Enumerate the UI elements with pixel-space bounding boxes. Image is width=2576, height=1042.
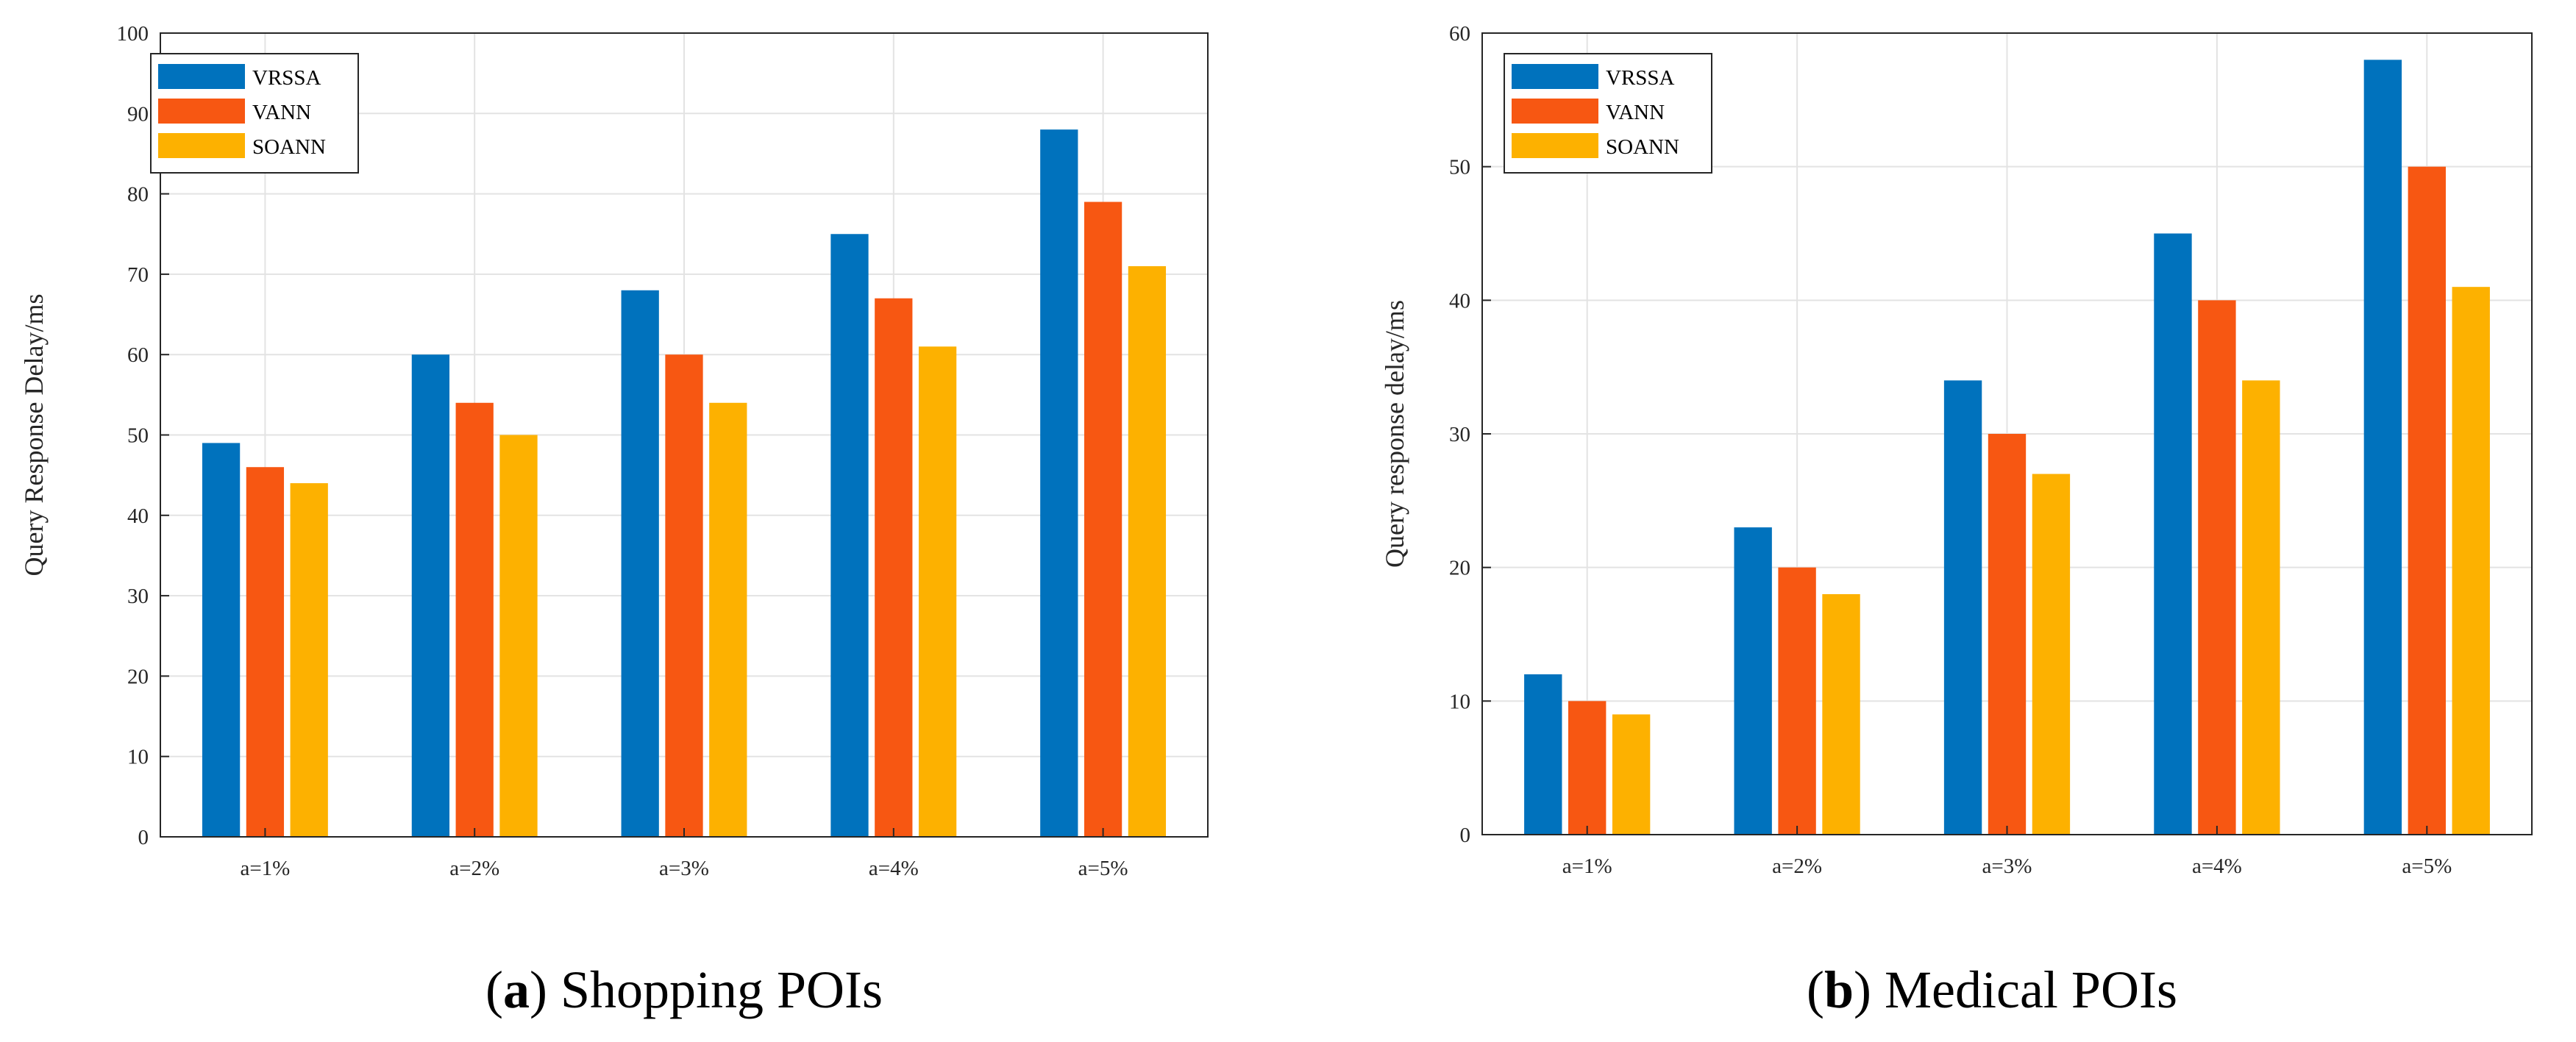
bar-vann-5 — [1084, 201, 1122, 837]
bar-vrssa-2 — [411, 354, 450, 837]
y-tick-label: 40 — [1449, 289, 1470, 313]
y-tick-label: 0 — [138, 826, 149, 849]
y-tick-label: 100 — [117, 22, 149, 46]
bar-soann-5 — [2452, 287, 2490, 835]
bar-vrssa-4 — [2154, 233, 2192, 835]
legend-swatch-soann — [1512, 133, 1598, 158]
legend-label-vrssa: VRSSA — [252, 66, 321, 90]
chart-b-caption-letter: b — [1824, 960, 1854, 1019]
x-tick-label: a=3% — [1982, 854, 2032, 878]
y-tick-label: 10 — [1449, 690, 1470, 713]
chart-b-caption-text: Medical POIs — [1885, 960, 2177, 1019]
bar-vann-4 — [875, 298, 913, 837]
y-tick-label: 20 — [127, 665, 149, 688]
bar-vann-2 — [455, 402, 494, 837]
bar-vrssa-2 — [1734, 527, 1772, 835]
legend-swatch-vann — [158, 99, 245, 124]
bar-soann-5 — [1128, 265, 1167, 838]
bar-soann-1 — [1612, 714, 1651, 835]
chart-b-caption: (b) Medical POIs — [1807, 960, 2177, 1019]
y-tick-label: 40 — [127, 504, 149, 528]
chart-b-y-ticks: 0 10 20 30 40 50 60 — [1449, 22, 1491, 847]
bar-vann-5 — [2408, 166, 2446, 835]
chart-a-caption-text: Shopping POIs — [561, 960, 883, 1019]
legend-swatch-vrssa — [158, 64, 245, 89]
bar-vrssa-5 — [1040, 129, 1078, 837]
y-tick-label: 50 — [1449, 156, 1470, 179]
chart-a-caption-letter: a — [503, 960, 530, 1019]
bar-vrssa-3 — [1943, 380, 1982, 835]
y-tick-label: 80 — [127, 183, 149, 207]
x-tick-label: a=2% — [449, 857, 499, 880]
legend-swatch-soann — [158, 133, 245, 158]
legend-label-vann: VANN — [252, 101, 311, 124]
bar-vann-4 — [2198, 300, 2236, 835]
legend-item-vrssa: VRSSA — [158, 64, 321, 90]
y-tick-label: 70 — [127, 263, 149, 287]
y-tick-label: 60 — [127, 343, 149, 367]
y-tick-label: 0 — [1460, 824, 1471, 847]
chart-medical-pois: 0 10 20 30 40 50 60 a=1% a=2% a=3% a=4% a=5% Query… — [1380, 22, 2533, 1019]
y-tick-label: 10 — [127, 746, 149, 769]
bar-soann-4 — [2242, 380, 2280, 835]
chart-a-x-ticks: a=1% a=2% a=3% a=4% a=5% — [240, 828, 1128, 880]
chart-a-y-ticks: 0 10 20 30 40 50 60 70 80 90 100 — [117, 22, 169, 849]
chart-b-y-axis-label: Query response delay/ms — [1380, 300, 1409, 568]
bar-vann-1 — [246, 467, 285, 837]
y-tick-label: 30 — [127, 585, 149, 608]
legend-swatch-vrssa — [1512, 64, 1598, 89]
x-tick-label: a=5% — [2402, 854, 2452, 878]
legend-item-soann: SOANN — [158, 133, 326, 159]
chart-b-bars — [1524, 60, 2490, 835]
chart-b-legend: VRSSA VANN SOANN — [1504, 53, 1712, 174]
legend-swatch-vann — [1512, 99, 1598, 124]
legend-label-soann: SOANN — [252, 135, 326, 159]
legend-label-vann: VANN — [1606, 101, 1665, 124]
bar-vrssa-5 — [2363, 60, 2402, 835]
bar-soann-3 — [709, 402, 747, 837]
chart-a-legend: VRSSA VANN SOANN — [150, 53, 359, 174]
bar-vrssa-3 — [621, 290, 659, 837]
legend-item-vann: VANN — [158, 99, 311, 124]
y-tick-label: 50 — [127, 424, 149, 448]
x-tick-label: a=2% — [1772, 854, 1822, 878]
bar-vann-2 — [1778, 567, 1816, 835]
legend-item-vrssa: VRSSA — [1512, 64, 1675, 90]
bar-soann-3 — [2032, 474, 2071, 835]
bar-soann-2 — [1822, 594, 1860, 835]
bar-soann-1 — [290, 483, 328, 837]
chart-a-y-axis-label: Query Response Delay/ms — [19, 294, 49, 577]
y-tick-label: 90 — [127, 102, 149, 126]
bar-vrssa-4 — [830, 234, 869, 837]
bar-vann-3 — [665, 354, 703, 837]
bar-vann-1 — [1568, 701, 1607, 835]
y-tick-label: 20 — [1449, 557, 1470, 580]
x-tick-label: a=1% — [240, 857, 290, 880]
y-tick-label: 60 — [1449, 22, 1470, 46]
x-tick-label: a=4% — [2192, 854, 2242, 878]
y-tick-label: 30 — [1449, 423, 1470, 446]
legend-item-vann: VANN — [1512, 99, 1665, 124]
bar-vrssa-1 — [1524, 674, 1562, 835]
bar-soann-2 — [499, 435, 538, 837]
bar-vrssa-1 — [202, 443, 241, 837]
legend-item-soann: SOANN — [1512, 133, 1679, 159]
legend-label-vrssa: VRSSA — [1606, 66, 1675, 90]
chart-b-x-ticks: a=1% a=2% a=3% a=4% a=5% — [1562, 826, 2452, 878]
x-tick-label: a=1% — [1562, 854, 1612, 878]
chart-a-caption: (a) Shopping POIs — [485, 960, 883, 1019]
chart-a-bars — [202, 129, 1167, 838]
bar-soann-4 — [918, 346, 957, 837]
x-tick-label: a=4% — [869, 857, 919, 880]
x-tick-label: a=5% — [1078, 857, 1128, 880]
x-tick-label: a=3% — [659, 857, 709, 880]
legend-label-soann: SOANN — [1606, 135, 1679, 159]
bar-vann-3 — [1988, 434, 2027, 835]
